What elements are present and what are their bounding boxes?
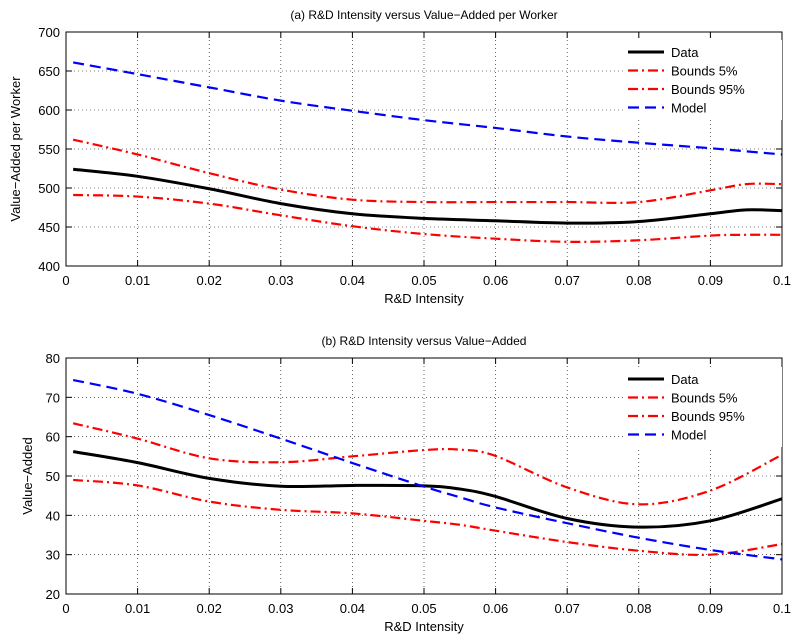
x-tick-label: 0 [62,273,69,288]
x-tick-label: 0.01 [125,273,150,288]
y-tick-label: 60 [46,430,60,445]
x-tick-label: 0.02 [197,601,222,616]
x-tick-label: 0.03 [268,601,293,616]
x-tick-label: 0.07 [555,273,580,288]
x-tick-label: 0.09 [698,601,723,616]
series-line-bounds-95- [72,422,782,506]
series-line-bounds-5- [73,478,782,556]
series-line-model [72,378,782,561]
legend: Data Bounds 5% Bounds 95% Model [624,367,782,447]
legend-label: Model [671,101,707,116]
x-tick-label: 0.05 [411,601,436,616]
x-tick-label: 0.06 [483,601,508,616]
x-axis-label: R&D Intensity [384,291,464,306]
series-line-data [72,167,782,225]
x-axis-label: R&D Intensity [384,619,464,634]
series-line-data [72,450,782,529]
x-tick-label: 0.06 [483,273,508,288]
chart-panel-1: (b) R&D Intensity versus Value−Added 0 0.0… [20,334,791,634]
y-tick-label: 400 [38,259,60,274]
legend-label: Bounds 95% [671,409,745,424]
x-tick-label: 0.02 [197,273,222,288]
series-line-bounds-5- [73,193,782,243]
y-tick-label: 50 [46,469,60,484]
legend-label: Bounds 95% [671,82,745,97]
y-tick-label: 500 [38,181,60,196]
y-tick-label: 80 [46,351,60,366]
x-tick-label: 0.03 [268,273,293,288]
axes-frame [65,357,783,595]
legend-label: Data [671,372,699,387]
y-axis-label: Value−Added [20,437,35,514]
x-tick-label: 0.04 [340,601,365,616]
y-tick-label: 20 [46,587,60,602]
x-tick-label: 0 [62,601,69,616]
x-tick-label: 0.08 [626,273,651,288]
series-line-bounds-95- [72,138,782,205]
y-tick-label: 700 [38,25,60,40]
x-tick-label: 0.08 [626,601,651,616]
x-tick-label: 0.04 [340,273,365,288]
y-axis-label: Value−Added per Worker [8,76,23,222]
legend-label: Bounds 5% [671,391,738,406]
x-tick-label: 0.01 [125,601,150,616]
x-tick-label: 0.09 [698,273,723,288]
legend-label: Model [671,428,707,443]
legend-label: Bounds 5% [671,64,738,79]
x-tick-label: 0.1 [773,273,791,288]
y-tick-label: 70 [46,390,60,405]
chart-title: (b) R&D Intensity versus Value−Added [322,334,527,348]
y-tick-label: 600 [38,103,60,118]
axes-frame [65,31,783,267]
x-tick-label: 0.1 [773,601,791,616]
x-tick-label: 0.07 [555,601,580,616]
y-tick-label: 30 [46,548,60,563]
legend: Data Bounds 5% Bounds 95% Model [624,40,782,120]
x-tick-label: 0.05 [411,273,436,288]
y-tick-label: 450 [38,220,60,235]
y-tick-label: 40 [46,508,60,523]
y-tick-label: 650 [38,64,60,79]
chart-title: (a) R&D Intensity versus Value−Added per… [290,8,557,22]
chart-panel-0: (a) R&D Intensity versus Value−Added per… [8,8,791,306]
series-line-model [72,61,782,156]
legend-label: Data [671,45,699,60]
y-tick-label: 550 [38,142,60,157]
